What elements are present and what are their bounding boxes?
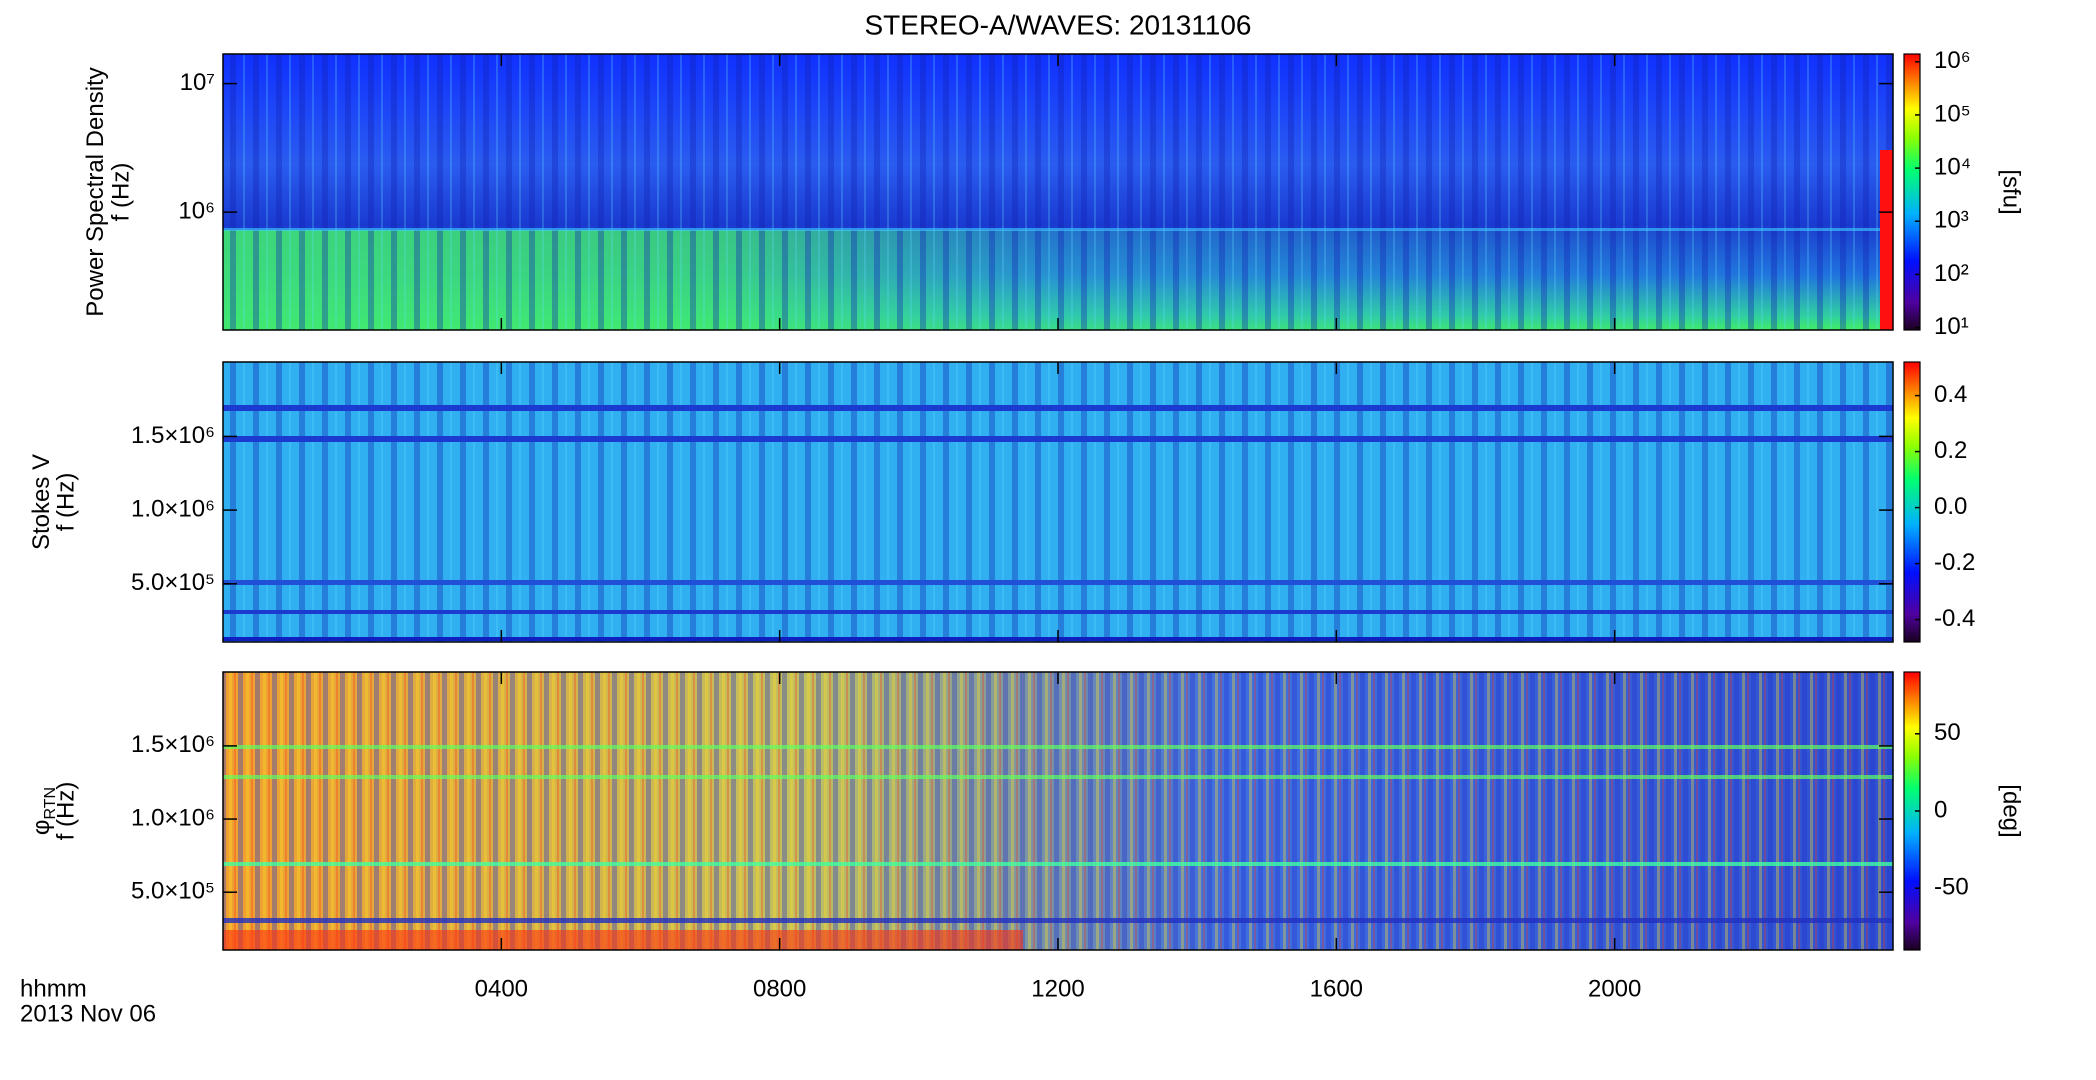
spectrogram-image — [223, 54, 1893, 950]
colorbar-tick-label: -50 — [1934, 874, 1969, 901]
y-axis-label: Power Spectral Density — [82, 67, 109, 316]
colorbar-tick-label: -0.2 — [1934, 549, 1975, 576]
x-tick-label: 2000 — [1588, 975, 1641, 1002]
y-axis-label: φRTN — [28, 787, 59, 835]
x-tick-label: 1200 — [1031, 975, 1084, 1002]
y-axis-label: f (Hz) — [107, 163, 134, 222]
colorbar-tick-label: 0.2 — [1934, 437, 1967, 464]
y-tick-label: 1.0×10⁶ — [131, 495, 215, 522]
colorbar-tick-label: 10⁵ — [1934, 100, 1971, 127]
colorbar — [1903, 53, 1921, 331]
colorbar-tick-label: 10¹ — [1934, 313, 1969, 340]
colorbar-label: [deg] — [1998, 784, 2025, 837]
colorbar-tick-label: -0.4 — [1934, 605, 1975, 632]
y-tick-label: 10⁶ — [178, 197, 215, 224]
y-tick-label: 1.5×10⁶ — [131, 422, 215, 449]
x-axis-label: hhmm — [20, 975, 87, 1002]
colorbar-tick-label: 0 — [1934, 796, 1947, 823]
colorbar-tick-label: 10⁶ — [1934, 47, 1971, 74]
date-label: 2013 Nov 06 — [20, 1000, 156, 1027]
colorbar-tick-label: 50 — [1934, 719, 1961, 746]
y-tick-label: 5.0×10⁵ — [131, 569, 215, 596]
x-tick-label: 0800 — [753, 975, 806, 1002]
y-axis-label-text: φ — [28, 820, 55, 836]
y-axis-label: f (Hz) — [52, 473, 79, 532]
colorbar-tick-label: 10³ — [1934, 207, 1969, 234]
y-axis-label-text: Power Spectral Density — [82, 67, 109, 316]
y-axis-label-subscript: RTN — [42, 787, 59, 820]
colorbar-label: [sfu] — [1998, 169, 2025, 214]
x-tick-label: 0400 — [475, 975, 528, 1002]
y-tick-label: 1.0×10⁶ — [131, 804, 215, 831]
colorbar-tick-label: 0.4 — [1934, 381, 1967, 408]
colorbar — [1903, 361, 1921, 643]
y-tick-label: 1.5×10⁶ — [131, 731, 215, 758]
chart-title: STEREO-A/WAVES: 20131106 — [865, 9, 1252, 40]
x-tick-label: 1600 — [1310, 975, 1363, 1002]
y-tick-label: 10⁷ — [180, 69, 215, 96]
y-axis-label: f (Hz) — [52, 782, 79, 841]
y-axis-label-text: Stokes V — [28, 454, 55, 550]
y-axis-label: Stokes V — [28, 454, 55, 550]
y-tick-label: 5.0×10⁵ — [131, 878, 215, 905]
colorbar-tick-label: 10² — [1934, 260, 1969, 287]
colorbar-tick-label: 0.0 — [1934, 493, 1967, 520]
colorbar-tick-label: 10⁴ — [1934, 153, 1971, 180]
